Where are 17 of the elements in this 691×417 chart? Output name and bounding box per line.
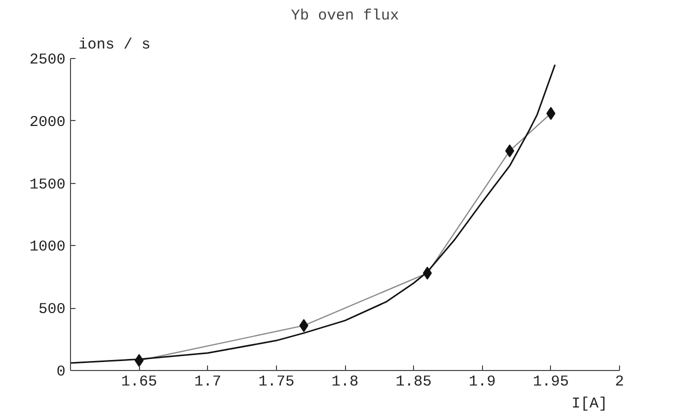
x-tick-label: 1.75 <box>258 374 294 390</box>
y-tick-label: 2000 <box>29 114 66 131</box>
x-tick-label: 1.7 <box>194 374 222 390</box>
chart-title: Yb oven flux <box>290 8 400 24</box>
x-axis-title: I[A] <box>571 396 608 412</box>
x-tick-label: 1.95 <box>532 374 569 390</box>
y-tick-label: 1000 <box>29 238 66 256</box>
x-tick-label: 2 <box>615 374 624 390</box>
x-tick-label: 1.8 <box>332 374 359 390</box>
y-tick-label: 0 <box>56 364 66 380</box>
x-tick-label: 1.85 <box>396 374 432 390</box>
y-tick-label: 1500 <box>29 176 66 194</box>
y-tick-label: 500 <box>38 301 66 318</box>
y-tick-label: 2500 <box>29 52 66 68</box>
x-tick-label: 1.9 <box>468 374 496 390</box>
y-axis-title: ions / s <box>78 36 151 54</box>
x-tick-label: 1.65 <box>121 374 158 390</box>
